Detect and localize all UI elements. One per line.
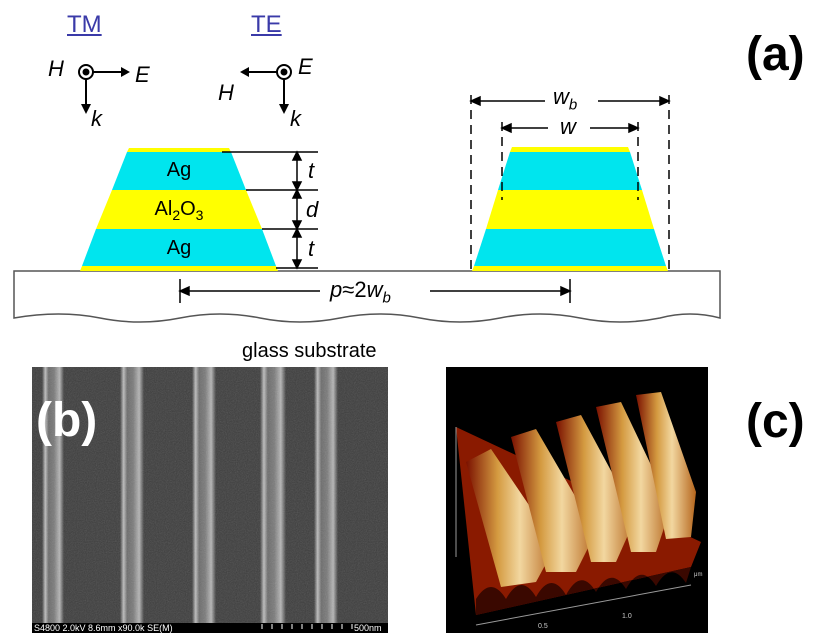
sem-scale-ticks — [261, 624, 353, 629]
dim-d: d — [306, 197, 319, 222]
tm-e-label: E — [135, 62, 150, 87]
sem-scale-label: 500nm — [354, 623, 382, 633]
left-stack — [80, 148, 278, 271]
right-ag-top — [498, 152, 642, 190]
panel-c-label: (c) — [746, 395, 805, 448]
right-al2o3 — [486, 190, 654, 229]
width-guides — [178, 95, 671, 303]
tm-k-label: k — [91, 106, 102, 131]
dim-w: w — [560, 114, 576, 139]
panel-b: (b) S4800 2.0kV 8.6mm x90.0k SE(M) 500nm — [32, 367, 388, 633]
right-stack — [472, 147, 668, 271]
dim-p: p≈2wb — [330, 277, 391, 307]
panel-a: (a) TM H E k TE H E k Ag Al2O3 Ag t d t … — [13, 11, 805, 362]
left-ag-bottom-thin — [80, 266, 278, 271]
te-h-label: H — [218, 80, 234, 105]
afm-axis-tick-2: 0.5 — [538, 623, 548, 630]
afm-ridges — [466, 392, 696, 587]
tm-axes — [78, 64, 130, 114]
right-ag-bottom — [474, 229, 666, 266]
dim-t-bottom: t — [308, 236, 315, 261]
te-k-label: k — [290, 106, 301, 131]
panel-c: μm 1.0 0.5 — [446, 367, 708, 633]
afm-image — [446, 367, 708, 633]
panel-b-label: (b) — [36, 394, 98, 447]
right-ag-bottom-thin — [472, 266, 668, 271]
afm-axis-tick-1: 1.0 — [622, 613, 632, 620]
substrate-caption: glass substrate — [242, 340, 377, 362]
left-ag-bottom — [82, 229, 276, 266]
right-top-cap — [510, 147, 630, 152]
left-top-cap — [127, 148, 231, 152]
left-al2o3 — [96, 190, 262, 229]
te-e-label: E — [298, 54, 313, 79]
left-ag-top — [112, 152, 246, 190]
tm-title: TM — [67, 11, 102, 38]
thickness-guides — [222, 150, 318, 270]
glass-substrate — [13, 270, 721, 323]
tm-h-label: H — [48, 56, 64, 81]
panel-a-schematic — [13, 64, 721, 323]
layer-ag-top-label: Ag — [166, 159, 192, 181]
te-title: TE — [251, 11, 282, 38]
layer-ag-bottom-label: Ag — [166, 237, 192, 259]
panel-a-label: (a) — [746, 28, 805, 81]
layer-al2o3-label: Al2O3 — [154, 198, 204, 223]
te-axes — [240, 64, 292, 114]
dim-t-top: t — [308, 158, 315, 183]
afm-axis-unit: μm — [694, 572, 703, 578]
sem-image — [32, 367, 388, 633]
dim-wb: wb — [553, 84, 578, 114]
sem-info-bar: S4800 2.0kV 8.6mm x90.0k SE(M) — [34, 623, 173, 633]
